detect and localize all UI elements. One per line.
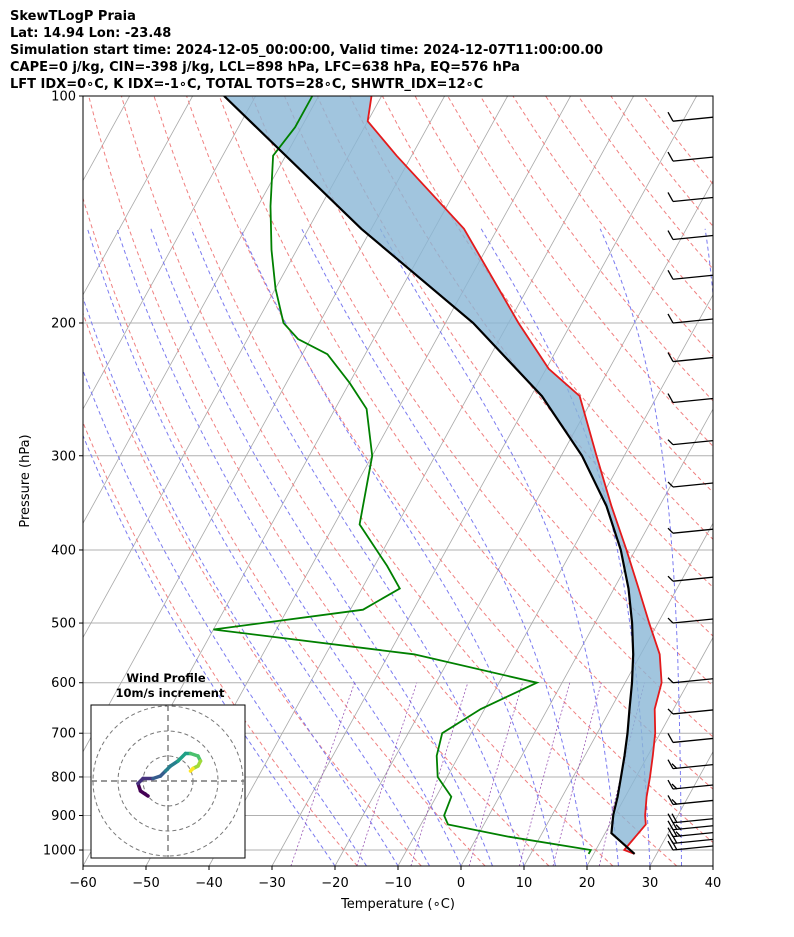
mixing-ratio-line (552, 682, 602, 866)
wind-barb (667, 733, 714, 744)
isotherm-line (0, 96, 67, 866)
parcel-path-line (223, 96, 636, 855)
wind-barb (667, 759, 714, 770)
y-tick-label: 600 (51, 676, 76, 691)
dry-adiabat (83, 421, 358, 866)
wind-barb (667, 439, 714, 446)
wind-barb (667, 677, 714, 684)
mixing-ratio-line (468, 682, 523, 866)
isotherm-line (0, 96, 4, 866)
isotherm-line (83, 96, 319, 525)
mixing-ratio-line (356, 682, 418, 866)
dry-adiabat (218, 96, 713, 790)
x-tick-label: −20 (321, 876, 348, 891)
x-tick-label: −60 (69, 876, 96, 891)
x-tick-label: 40 (705, 876, 722, 891)
y-tick-label: 1000 (43, 844, 76, 859)
isotherm-line (271, 96, 697, 866)
cin-shaded-area (224, 96, 662, 854)
wind-barb (667, 795, 714, 806)
x-axis-label: Temperature (∘C) (340, 897, 455, 912)
isotherm-line (334, 179, 713, 866)
time-line: Simulation start time: 2024-12-05_00:00:… (10, 43, 603, 58)
y-tick-label: 200 (51, 316, 76, 331)
wind-barb (667, 313, 714, 324)
wind-barb (667, 708, 714, 715)
wind-barb (667, 230, 714, 241)
dry-adiabat (83, 196, 486, 866)
x-tick-label: 20 (579, 876, 596, 891)
indices-line-1: CAPE=0 j/kg, CIN=-398 j/kg, LCL=898 hPa,… (10, 60, 520, 75)
x-tick-label: −10 (384, 876, 411, 891)
y-tick-label: 500 (51, 617, 76, 632)
moist-adiabat (83, 296, 399, 866)
mixing-ratio-line (290, 682, 355, 866)
dry-adiabat (120, 96, 614, 866)
hodograph-title: Wind Profile (126, 671, 206, 685)
chart-title: SkewTLogP Praia (10, 9, 136, 24)
y-tick-label: 400 (51, 543, 76, 558)
wind-barbs-layer (667, 111, 714, 851)
isotherm-line (586, 636, 713, 866)
moist-adiabat (190, 228, 525, 866)
dry-adiabat (414, 96, 713, 494)
dry-adiabat (316, 96, 713, 637)
hodograph-segment (188, 766, 195, 773)
wind-barb (667, 575, 714, 582)
mixing-ratio-line (410, 682, 469, 866)
temperature-line (366, 96, 663, 855)
cape-fill-layer (224, 96, 662, 854)
dry-adiabat (186, 96, 713, 844)
mixing-ratio-line (519, 682, 571, 866)
moist-adiabat (83, 434, 336, 866)
wind-barb (667, 617, 714, 624)
x-tick-label: −50 (132, 876, 159, 891)
chart-title-block: SkewTLogP Praia Lat: 14.94 Lon: -23.48 S… (10, 8, 603, 93)
indices-line-2: LFT IDX=0∘C, K IDX=-1∘C, TOTAL TOTS=28∘C… (10, 77, 484, 92)
wind-barb (667, 813, 714, 824)
y-tick-label: 900 (51, 809, 76, 824)
x-tick-label: −30 (258, 876, 285, 891)
y-tick-label: 300 (51, 449, 76, 464)
moist-adiabat (87, 228, 430, 866)
x-tick-label: 10 (516, 876, 533, 891)
y-tick-label: 700 (51, 727, 76, 742)
x-tick-label: 0 (457, 876, 465, 891)
x-tick-label: −40 (195, 876, 222, 891)
profile-lines-layer (213, 96, 663, 855)
wind-barb (667, 269, 714, 280)
wind-barb (667, 779, 714, 790)
wind-barb (667, 352, 714, 363)
isotherm-line (523, 522, 713, 866)
isotherm-line (460, 408, 713, 866)
y-axis-label: Pressure (hPa) (18, 434, 33, 527)
wind-barb (667, 151, 714, 162)
y-tick-label: 800 (51, 770, 76, 785)
wind-barb (667, 393, 714, 404)
wind-barb (667, 481, 714, 488)
moist-adiabat (301, 228, 588, 866)
location-line: Lat: 14.94 Lon: -23.48 (10, 26, 172, 41)
x-tick-label: 30 (642, 876, 659, 891)
wind-barb (667, 111, 714, 122)
isotherm-line (397, 293, 713, 866)
wind-barb (667, 192, 714, 203)
isotherm-line (83, 96, 256, 410)
wind-barb (667, 527, 714, 534)
hodograph-subtitle: 10m/s increment (116, 686, 225, 700)
hodograph-segment (176, 751, 188, 763)
moist-adiabat (239, 228, 556, 866)
dry-adiabat (284, 96, 713, 687)
dewpoint-line (213, 96, 593, 855)
isotherm-line (712, 865, 713, 866)
isotherm-line (83, 96, 193, 296)
moist-adiabat (150, 228, 493, 866)
y-tick-label: 100 (51, 90, 76, 105)
dry-adiabat (88, 96, 550, 866)
isotherm-line (83, 96, 382, 639)
